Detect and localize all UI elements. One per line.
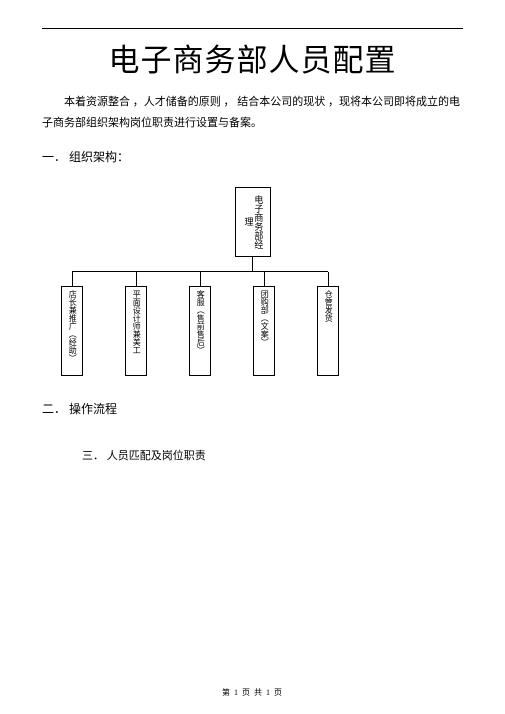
org-chart: 电子商务部经理 店长兼推广（经助） 平面设计师兼美工 客服（售前售后） 团购部（文案）… — [42, 187, 463, 386]
org-drop-2 — [200, 272, 201, 286]
org-leaf-row: 店长兼推广（经助） 平面设计师兼美工 客服（售前售后） 团购部（文案） 仓管发货 — [42, 286, 463, 386]
org-stem — [252, 257, 253, 271]
section-1-heading: 一． 组织架构： — [42, 148, 463, 165]
org-leaf-3: 团购部（文案） — [253, 286, 275, 376]
org-drop-4 — [328, 272, 329, 286]
org-drop-1 — [136, 272, 137, 286]
org-leaf-4: 仓管发货 — [317, 286, 339, 376]
section-2-heading: 二． 操作流程 — [42, 400, 463, 417]
page-title: 电子商务部人员配置 — [42, 35, 463, 80]
org-leaf-0: 店长兼推广（经助） — [61, 286, 83, 376]
intro-paragraph: 本着资源整合 ，人才储备的原则 ， 结合本公司的现状 ，现将本公司即将成立的电子… — [42, 92, 463, 134]
org-leaf-2: 客服（售前售后） — [189, 286, 211, 376]
page-footer: 第 1 页 共 1 页 — [0, 687, 505, 698]
section-3-heading: 三． 人员匹配及岗位职责 — [82, 447, 463, 463]
org-root-node: 电子商务部经理 — [235, 187, 271, 257]
org-drop-3 — [264, 272, 265, 286]
org-leaf-1: 平面设计师兼美工 — [125, 286, 147, 376]
org-drop-0 — [72, 272, 73, 286]
org-drop-row — [42, 272, 463, 286]
top-rule — [42, 28, 463, 29]
